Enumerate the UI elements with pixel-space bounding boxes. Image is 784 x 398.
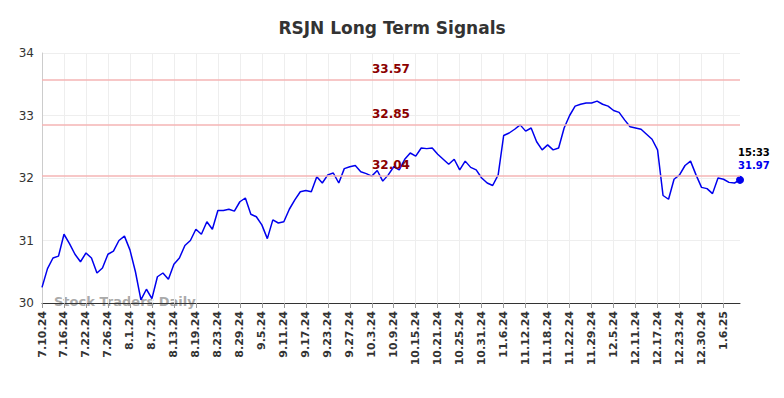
svg-text:9.17.24: 9.17.24 [299,311,312,358]
svg-text:11.12.24: 11.12.24 [519,311,532,366]
svg-text:10.15.24: 10.15.24 [409,311,422,366]
svg-text:10.21.24: 10.21.24 [431,311,444,366]
svg-text:11.6.24: 11.6.24 [497,311,510,358]
svg-text:9.11.24: 9.11.24 [277,311,290,358]
svg-text:11.22.24: 11.22.24 [563,311,576,366]
svg-text:9.23.24: 9.23.24 [321,311,334,358]
svg-text:10.25.24: 10.25.24 [453,311,466,366]
svg-text:9.27.24: 9.27.24 [343,311,356,358]
svg-text:11.29.24: 11.29.24 [585,311,598,366]
svg-text:32: 32 [19,171,34,185]
svg-text:12.17.24: 12.17.24 [651,311,664,366]
svg-text:11.18.24: 11.18.24 [541,311,554,366]
svg-text:8.19.24: 8.19.24 [189,311,202,358]
svg-text:12.23.24: 12.23.24 [673,311,686,366]
svg-text:32.85: 32.85 [372,107,410,121]
svg-text:1.6.25: 1.6.25 [717,311,730,350]
svg-text:31.97: 31.97 [738,160,770,171]
svg-text:10.31.24: 10.31.24 [475,311,488,366]
svg-text:7.16.24: 7.16.24 [57,311,70,358]
svg-text:8.1.24: 8.1.24 [123,311,136,350]
svg-text:34: 34 [19,46,34,60]
svg-text:9.5.24: 9.5.24 [255,311,268,350]
svg-text:8.23.24: 8.23.24 [211,311,224,358]
svg-text:12.11.24: 12.11.24 [629,311,642,366]
svg-text:32.04: 32.04 [372,158,410,172]
svg-text:10.3.24: 10.3.24 [365,311,378,358]
svg-text:Stock Traders Daily: Stock Traders Daily [54,294,196,309]
svg-text:7.26.24: 7.26.24 [101,311,114,358]
svg-text:12.30.24: 12.30.24 [695,311,708,366]
svg-text:33.57: 33.57 [372,62,410,76]
svg-text:30: 30 [19,296,34,310]
svg-text:7.22.24: 7.22.24 [79,311,92,358]
svg-text:12.5.24: 12.5.24 [607,311,620,358]
svg-text:7.10.24: 7.10.24 [36,311,49,358]
svg-text:31: 31 [19,234,34,248]
svg-text:33: 33 [19,109,34,123]
svg-text:8.29.24: 8.29.24 [233,311,246,358]
svg-text:15:33: 15:33 [738,147,770,158]
svg-text:8.13.24: 8.13.24 [167,311,180,358]
svg-text:RSJN Long Term Signals: RSJN Long Term Signals [278,18,505,38]
svg-text:10.9.24: 10.9.24 [387,311,400,358]
svg-text:8.7.24: 8.7.24 [145,311,158,350]
